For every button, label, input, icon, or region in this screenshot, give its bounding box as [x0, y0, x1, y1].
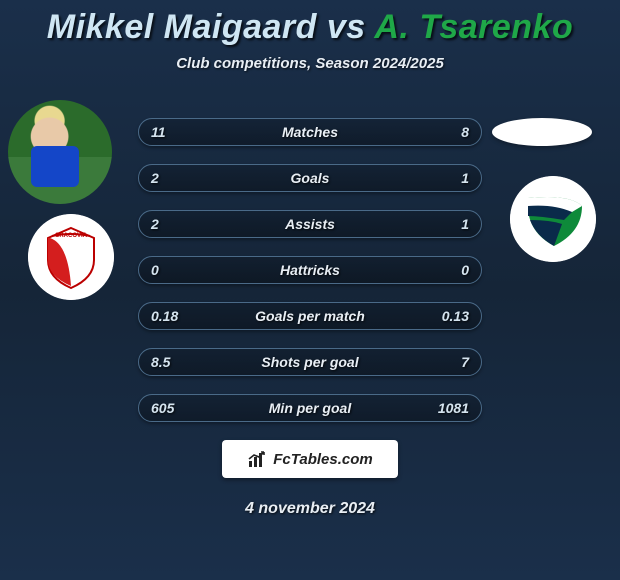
stat-label: Min per goal	[139, 395, 481, 421]
stat-row: 2 Assists 1	[138, 210, 482, 238]
stats-table: 11 Matches 8 2 Goals 1 2 Assists 1 0 Hat…	[138, 118, 482, 440]
stat-row: 605 Min per goal 1081	[138, 394, 482, 422]
player2-club-badge	[510, 176, 596, 262]
brand-badge[interactable]: FcTables.com	[222, 440, 398, 478]
stat-right-value: 1	[461, 165, 469, 191]
player1-avatar	[8, 100, 112, 204]
player2-name: A. Tsarenko	[374, 8, 573, 46]
chart-icon	[247, 449, 267, 469]
subtitle: Club competitions, Season 2024/2025	[0, 55, 620, 72]
svg-text:CRACOVIA: CRACOVIA	[55, 233, 88, 239]
stat-row: 2 Goals 1	[138, 164, 482, 192]
stat-right-value: 0.13	[442, 303, 469, 329]
stat-row: 8.5 Shots per goal 7	[138, 348, 482, 376]
brand-text: FcTables.com	[273, 451, 372, 468]
stat-label: Goals	[139, 165, 481, 191]
stat-label: Hattricks	[139, 257, 481, 283]
comparison-content: CRACOVIA 11 Matches 8 2 Goals 1 2 Assist…	[0, 100, 620, 430]
footer-date: 4 november 2024	[0, 500, 620, 518]
player1-club-badge: CRACOVIA	[28, 214, 114, 300]
stat-label: Assists	[139, 211, 481, 237]
stat-label: Matches	[139, 119, 481, 145]
stat-label: Shots per goal	[139, 349, 481, 375]
stat-right-value: 0	[461, 257, 469, 283]
page-title: Mikkel Maigaard vs A. Tsarenko	[0, 0, 620, 47]
stat-right-value: 1081	[438, 395, 469, 421]
player1-name: Mikkel Maigaard	[47, 8, 317, 46]
stat-label: Goals per match	[139, 303, 481, 329]
stat-row: 0.18 Goals per match 0.13	[138, 302, 482, 330]
player2-avatar	[492, 118, 592, 146]
stat-row: 0 Hattricks 0	[138, 256, 482, 284]
stat-right-value: 8	[461, 119, 469, 145]
stat-right-value: 7	[461, 349, 469, 375]
stat-row: 11 Matches 8	[138, 118, 482, 146]
vs-label: vs	[327, 8, 366, 46]
stat-right-value: 1	[461, 211, 469, 237]
